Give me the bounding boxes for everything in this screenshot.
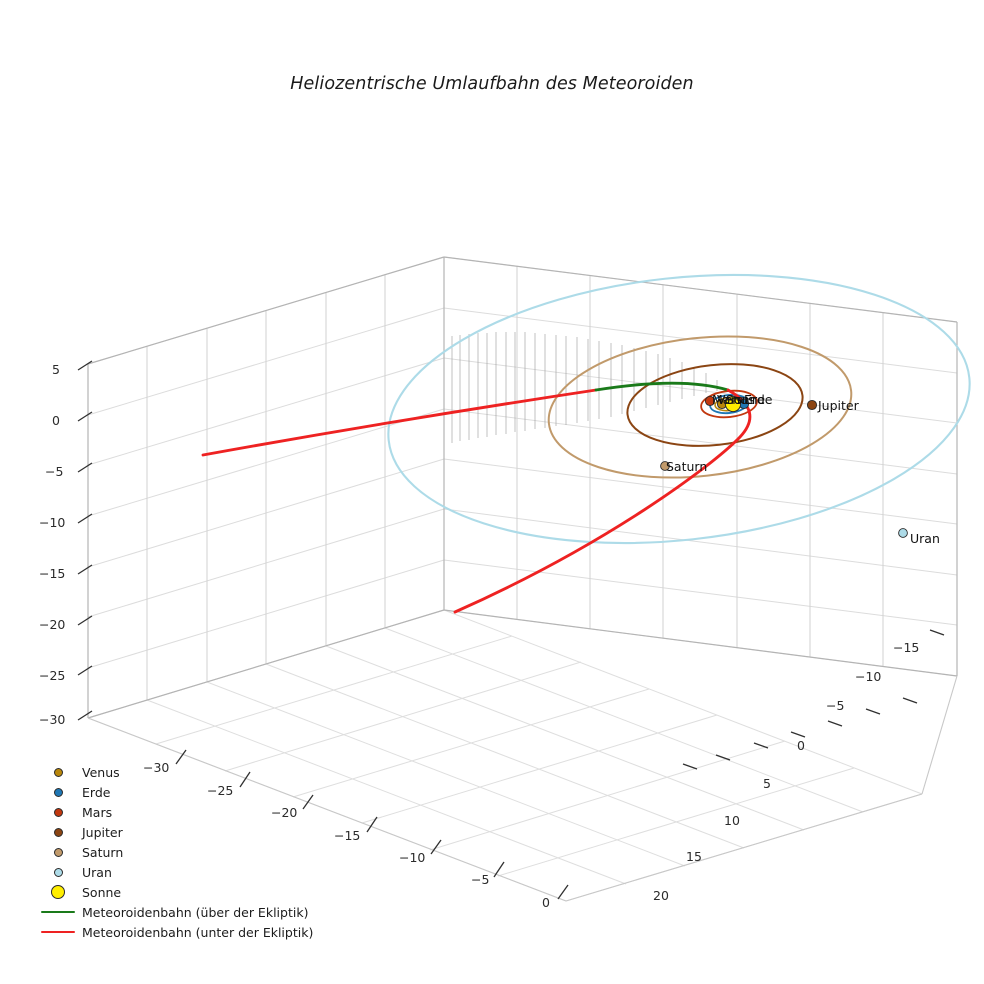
legend-marker-mars-icon xyxy=(38,807,78,817)
y-tick-label: −15 xyxy=(893,640,920,655)
orbit-uran xyxy=(387,273,971,545)
x-tick-label: −30 xyxy=(143,760,170,775)
marker-saturn xyxy=(660,461,670,471)
label-jupiter: Jupiter xyxy=(818,398,859,413)
label-uran: Uran xyxy=(910,531,940,546)
y-tick-label: 5 xyxy=(763,776,771,791)
orbit-saturn xyxy=(547,335,853,479)
z-tick-label: −30 xyxy=(39,712,66,727)
x-tick-label: −5 xyxy=(471,872,490,887)
label-venus: Venus xyxy=(717,392,755,407)
body-markers xyxy=(660,395,908,538)
legend-item-saturn[interactable]: Saturn xyxy=(38,842,338,862)
z-tick-label: 0 xyxy=(52,413,60,428)
legend-item-jupiter[interactable]: Jupiter xyxy=(38,822,338,842)
label-saturn: Saturn xyxy=(666,459,708,474)
legend-label: Mars xyxy=(82,804,113,820)
legend-label: Uran xyxy=(82,864,112,880)
legend: Venus Erde Mars Jupiter Saturn xyxy=(38,762,338,942)
label-erde: Erde xyxy=(744,392,773,407)
label-sonne: Sonne xyxy=(726,392,766,407)
legend-line-below-ecliptic-icon xyxy=(38,931,78,933)
legend-marker-venus-icon xyxy=(38,767,78,777)
marker-mars xyxy=(704,395,716,407)
legend-label: Meteoroidenbahn (unter der Ekliptik) xyxy=(82,924,314,940)
legend-label: Sonne xyxy=(82,884,122,900)
legend-item-mars[interactable]: Mars xyxy=(38,802,338,822)
y-tick-label: 20 xyxy=(653,888,669,903)
z-tick-label: −20 xyxy=(39,617,66,632)
marker-uran xyxy=(898,528,908,538)
x-tick-label: −25 xyxy=(207,783,234,798)
y-tick-label: −10 xyxy=(855,669,882,684)
label-mars: Mars xyxy=(712,392,743,407)
legend-label: Jupiter xyxy=(82,824,123,840)
meteoroid-trajectory xyxy=(201,381,752,614)
marker-sonne xyxy=(724,395,742,413)
x-tick-label: 0 xyxy=(542,895,550,910)
legend-label: Meteoroidenbahn (über der Ekliptik) xyxy=(82,904,309,920)
legend-item-sonne[interactable]: Sonne xyxy=(38,882,338,902)
marker-jupiter xyxy=(806,399,818,411)
legend-item-uran[interactable]: Uran xyxy=(38,862,338,882)
legend-item-erde[interactable]: Erde xyxy=(38,782,338,802)
x-tick-label: −10 xyxy=(399,850,426,865)
trajectory-above-ecliptic xyxy=(594,381,730,392)
orbit-jupiter xyxy=(626,363,804,447)
z-tick-label: −5 xyxy=(45,464,64,479)
y-axis-ticks xyxy=(682,629,945,770)
trajectory-below-ecliptic-outbound xyxy=(453,388,752,614)
axes-3d-grid xyxy=(87,256,958,902)
orbit-paths xyxy=(387,273,971,545)
z-tick-label: −10 xyxy=(39,515,66,530)
x-tick-label: −20 xyxy=(271,805,298,820)
y-tick-label: 15 xyxy=(686,849,702,864)
z-axis-ticks xyxy=(77,360,93,721)
z-tick-label: −25 xyxy=(39,668,66,683)
trajectory-below-ecliptic-inbound xyxy=(201,388,598,457)
legend-line-above-ecliptic-icon xyxy=(38,911,78,913)
legend-marker-erde-icon xyxy=(38,787,78,797)
legend-label: Erde xyxy=(82,784,111,800)
z-tick-label: 5 xyxy=(52,362,60,377)
y-tick-label: −5 xyxy=(826,698,845,713)
legend-marker-saturn-icon xyxy=(38,847,78,857)
y-tick-label: 10 xyxy=(724,813,740,828)
legend-item-trajectory-above[interactable]: Meteoroidenbahn (über der Ekliptik) xyxy=(38,902,338,922)
legend-label: Venus xyxy=(82,764,120,780)
page-title: Heliozentrische Umlaufbahn des Meteoroid… xyxy=(290,74,694,94)
legend-item-trajectory-below[interactable]: Meteoroidenbahn (unter der Ekliptik) xyxy=(38,922,338,942)
y-tick-label: 0 xyxy=(797,738,805,753)
trajectory-droplines xyxy=(451,332,718,443)
x-tick-label: −15 xyxy=(334,828,361,843)
legend-marker-jupiter-icon xyxy=(38,827,78,837)
x-axis-ticks xyxy=(175,749,569,900)
legend-item-venus[interactable]: Venus xyxy=(38,762,338,782)
legend-marker-uran-icon xyxy=(38,867,78,877)
z-tick-label: −15 xyxy=(39,566,66,581)
legend-marker-sonne-icon xyxy=(38,885,78,899)
legend-label: Saturn xyxy=(82,844,124,860)
